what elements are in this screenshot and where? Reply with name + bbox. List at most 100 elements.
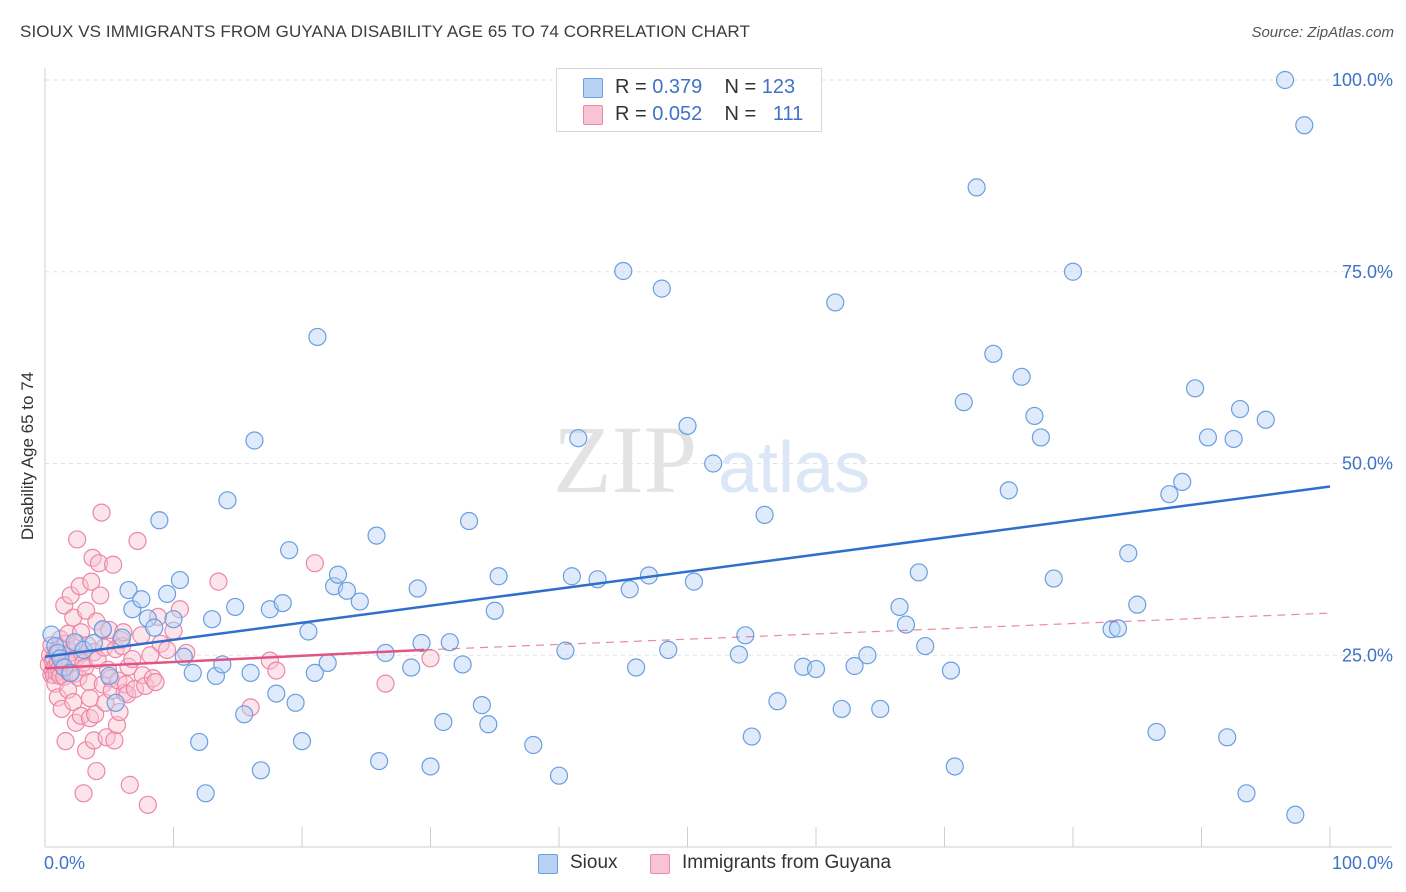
data-point-sioux	[806, 659, 826, 679]
data-point-sioux	[245, 431, 264, 450]
watermark-atlas: atlas	[718, 428, 870, 508]
legend-swatch-sioux	[583, 78, 603, 98]
data-point-sioux	[218, 491, 237, 510]
legend-n-value-guyana: 111	[772, 103, 804, 125]
data-point-sioux	[1275, 70, 1295, 90]
trend-line-sioux	[44, 485, 1331, 659]
data-point-sioux	[729, 645, 749, 664]
data-point-sioux	[196, 784, 215, 803]
data-point-sioux	[916, 636, 935, 656]
legend-swatch-guyana	[583, 105, 603, 125]
data-point-sioux	[1108, 619, 1128, 638]
data-point-sioux	[1160, 485, 1179, 504]
data-point-sioux	[954, 393, 973, 412]
data-point-sioux	[1224, 429, 1243, 449]
x-tick-label: 100.0%	[1332, 853, 1393, 873]
bottom-legend-label-guyana: Immigrants from Guyana	[682, 852, 892, 873]
data-point-sioux	[524, 735, 543, 755]
data-point-guyana	[421, 649, 440, 668]
data-point-guyana	[376, 674, 395, 693]
data-point-guyana	[157, 640, 177, 659]
data-point-sioux	[408, 579, 427, 598]
data-point-guyana	[125, 679, 145, 699]
data-point-guyana	[82, 572, 101, 591]
data-point-sioux	[556, 641, 575, 660]
data-point-sioux	[999, 481, 1018, 500]
data-point-sioux	[150, 511, 169, 530]
data-point-sioux	[1185, 379, 1205, 398]
data-point-sioux	[267, 684, 286, 703]
axes	[44, 68, 1392, 848]
data-point-sioux	[305, 663, 324, 682]
data-point-sioux	[569, 429, 588, 448]
data-point-sioux	[299, 622, 318, 641]
data-point-sioux	[286, 693, 305, 712]
data-point-sioux	[832, 699, 851, 719]
data-point-sioux	[1286, 805, 1305, 824]
data-point-sioux	[941, 661, 961, 680]
data-point-sioux	[412, 633, 431, 653]
data-point-sioux	[350, 592, 369, 611]
data-point-guyana	[110, 702, 129, 722]
bottom-legend-swatch-sioux	[538, 854, 558, 874]
data-point-sioux	[704, 454, 723, 473]
data-point-sioux	[157, 584, 177, 603]
data-point-sioux	[742, 727, 761, 746]
data-point-sioux	[280, 541, 299, 560]
watermark-zip: ZIP	[553, 406, 697, 513]
legend-n-value-sioux: 123	[761, 76, 796, 98]
data-point-sioux	[858, 646, 877, 665]
data-point-guyana	[89, 554, 109, 573]
data-point-sioux	[684, 572, 704, 591]
data-point-sioux	[421, 757, 440, 776]
data-point-sioux	[826, 293, 845, 312]
data-point-sioux	[659, 640, 678, 659]
trend-lines	[44, 485, 1331, 670]
data-point-sioux	[440, 633, 459, 652]
data-point-sioux	[370, 751, 389, 771]
y-tick-label: 75.0%	[1342, 262, 1393, 282]
data-point-sioux	[1295, 116, 1314, 135]
data-point-sioux	[132, 590, 151, 609]
data-point-sioux	[183, 663, 202, 682]
data-point-sioux	[318, 653, 337, 673]
data-point-sioux	[472, 696, 491, 715]
bottom-legend-swatch-guyana	[650, 854, 670, 874]
x-tick-label: 0.0%	[44, 853, 85, 873]
data-point-sioux	[755, 505, 774, 524]
data-point-guyana	[241, 698, 260, 717]
data-point-sioux	[614, 261, 633, 281]
gridlines	[45, 79, 1392, 656]
data-point-sioux	[100, 666, 119, 686]
data-point-sioux	[206, 666, 226, 686]
data-point-sioux	[1025, 406, 1044, 426]
data-point-sioux	[328, 565, 348, 584]
data-point-sioux	[453, 655, 472, 674]
data-point-guyana	[86, 705, 105, 724]
data-point-guyana	[128, 531, 147, 551]
data-point-sioux	[273, 593, 292, 613]
data-point-sioux	[308, 327, 327, 347]
data-point-sioux	[123, 600, 142, 619]
watermark: ZIP atlas	[553, 406, 870, 513]
chart-source: Source: ZipAtlas.com	[1251, 24, 1394, 41]
data-point-sioux	[170, 570, 190, 590]
data-point-guyana	[80, 689, 100, 708]
data-point-sioux	[549, 766, 569, 785]
data-point-sioux	[1119, 544, 1138, 563]
data-point-sioux	[112, 628, 132, 647]
data-point-guyana	[68, 530, 87, 549]
data-point-sioux	[909, 563, 928, 582]
data-point-guyana	[146, 672, 165, 692]
data-point-sioux	[652, 279, 671, 298]
data-point-guyana	[87, 761, 106, 781]
trend-line-guyana	[44, 648, 425, 670]
data-point-sioux	[1012, 367, 1031, 386]
y-tick-label: 50.0%	[1342, 454, 1393, 474]
data-point-sioux	[768, 692, 787, 711]
data-point-sioux	[138, 609, 157, 628]
data-point-guyana	[305, 554, 324, 573]
data-point-sioux	[1237, 784, 1256, 803]
data-point-guyana	[77, 741, 96, 760]
data-point-sioux	[1102, 620, 1121, 639]
